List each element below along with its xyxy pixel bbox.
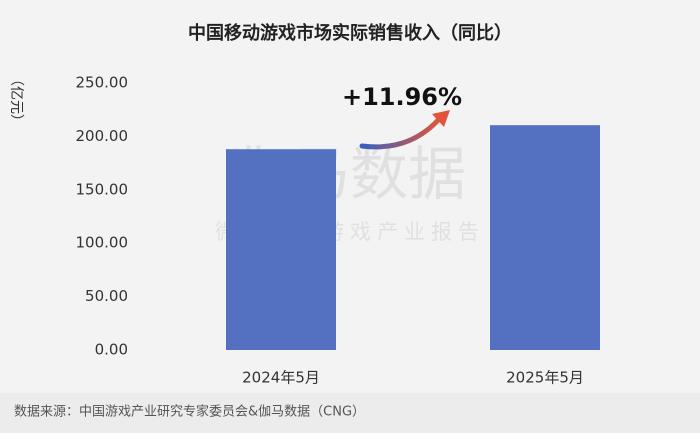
y-axis-label: （亿元） xyxy=(8,72,24,128)
footer-band xyxy=(0,393,700,433)
source-note: 数据来源：中国游戏产业研究专家委员会&伽马数据（CNG） xyxy=(14,404,365,420)
x-tick-label: 2025年5月 xyxy=(506,369,584,387)
chart-title: 中国移动游戏市场实际销售收入（同比） xyxy=(188,22,512,44)
y-tick-label: 250.00 xyxy=(76,74,129,92)
growth-annotation: +11.96% xyxy=(342,83,462,111)
x-tick-label: 2024年5月 xyxy=(242,369,320,387)
y-tick-label: 200.00 xyxy=(76,127,129,145)
bar xyxy=(490,125,600,350)
y-tick-label: 0.00 xyxy=(95,341,128,359)
bar xyxy=(226,149,336,350)
y-tick-label: 100.00 xyxy=(76,234,129,252)
growth-arrow xyxy=(359,115,443,150)
y-tick-label: 50.00 xyxy=(85,287,128,305)
arrow-head xyxy=(432,110,450,127)
y-tick-label: 150.00 xyxy=(76,180,129,198)
